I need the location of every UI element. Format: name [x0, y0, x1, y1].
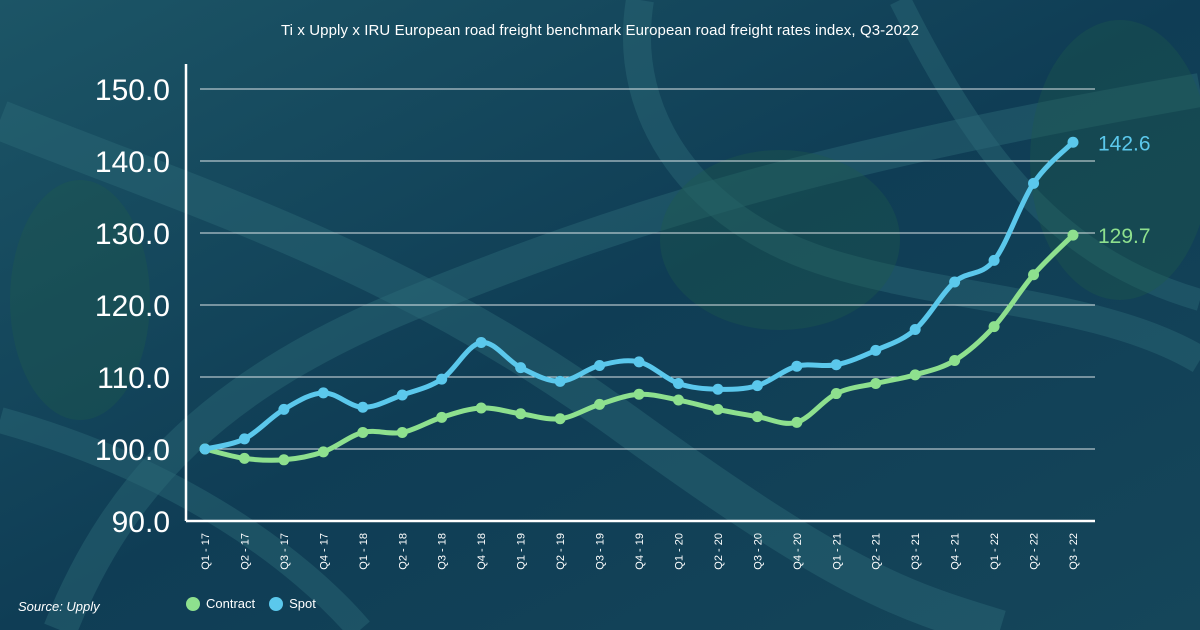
y-tick-label: 140.0	[95, 146, 170, 179]
x-tick-label: Q3 - 20	[752, 533, 764, 570]
x-tick-label: Q2 - 21	[871, 533, 883, 570]
data-point-contract	[396, 426, 408, 438]
data-point-spot	[199, 443, 211, 455]
x-tick-label: Q2 - 20	[713, 533, 725, 570]
x-tick-label: Q4 - 18	[476, 533, 488, 570]
data-point-contract	[830, 388, 842, 400]
data-point-contract	[791, 416, 803, 428]
x-tick-label: Q1 - 17	[200, 533, 212, 570]
data-point-spot	[791, 360, 803, 372]
data-point-contract	[317, 446, 329, 458]
data-point-spot	[870, 344, 882, 356]
data-point-contract	[594, 398, 606, 410]
data-point-spot	[633, 356, 645, 368]
x-tick-label: Q3 - 18	[437, 533, 449, 570]
data-point-spot	[1067, 136, 1079, 148]
data-point-spot	[317, 387, 329, 399]
data-point-spot	[594, 359, 606, 371]
data-point-contract	[870, 377, 882, 389]
series-line-spot	[202, 139, 1076, 452]
data-point-spot	[396, 389, 408, 401]
data-point-spot	[436, 373, 448, 385]
data-point-contract	[751, 411, 763, 423]
legend-item-contract: Contract	[186, 596, 255, 611]
y-tick-label: 120.0	[95, 290, 170, 323]
x-tick-label: Q2 - 19	[555, 533, 567, 570]
y-tick-label: 90.0	[112, 506, 170, 539]
end-label-spot: 142.6	[1098, 132, 1151, 155]
data-point-contract	[436, 411, 448, 423]
x-tick-label: Q3 - 22	[1068, 533, 1080, 570]
legend-swatch-spot	[269, 596, 284, 611]
data-point-contract	[515, 408, 527, 420]
x-tick-label: Q1 - 19	[516, 533, 528, 570]
y-tick-label: 150.0	[95, 74, 170, 107]
data-point-contract	[633, 388, 645, 400]
data-point-contract	[712, 403, 724, 415]
legend-item-spot: Spot	[269, 596, 316, 611]
y-tick-label: 110.0	[97, 362, 170, 395]
data-point-spot	[949, 276, 961, 288]
y-tick-label: 130.0	[95, 218, 170, 251]
data-point-contract	[357, 426, 369, 438]
data-point-contract	[238, 452, 250, 464]
data-point-spot	[238, 433, 250, 445]
x-tick-label: Q2 - 17	[239, 533, 251, 570]
data-point-spot	[1028, 177, 1040, 189]
data-point-spot	[751, 380, 763, 392]
x-tick-label: Q2 - 22	[1029, 533, 1041, 570]
data-point-contract	[909, 369, 921, 381]
data-point-contract	[1028, 269, 1040, 281]
chart-title: Ti x Upply x IRU European road freight b…	[280, 22, 920, 39]
end-label-contract: 129.7	[1098, 225, 1151, 248]
data-point-contract	[988, 321, 1000, 333]
data-point-spot	[357, 401, 369, 413]
data-point-spot	[988, 254, 1000, 266]
x-tick-label: Q4 - 21	[950, 533, 962, 570]
data-point-spot	[475, 336, 487, 348]
data-point-spot	[278, 403, 290, 415]
x-tick-label: Q1 - 22	[989, 533, 1001, 570]
data-point-spot	[830, 359, 842, 371]
x-tick-label: Q1 - 21	[831, 533, 843, 570]
data-point-contract	[554, 413, 566, 425]
series-line-contract	[202, 232, 1076, 463]
legend-swatch-contract	[186, 596, 200, 611]
data-point-contract	[475, 402, 487, 414]
x-tick-label: Q4 - 17	[318, 533, 330, 570]
data-point-contract	[278, 454, 290, 466]
data-point-contract	[1067, 229, 1079, 241]
x-tick-label: Q3 - 21	[910, 533, 922, 570]
x-tick-label: Q1 - 20	[673, 533, 685, 570]
data-point-spot	[515, 362, 527, 374]
legend: Contract Spot	[186, 596, 316, 611]
x-tick-label: Q2 - 18	[397, 533, 409, 570]
legend-label-spot: Spot	[289, 596, 316, 611]
data-point-contract	[949, 354, 961, 366]
x-tick-label: Q3 - 17	[279, 533, 291, 570]
y-tick-label: 100.0	[95, 434, 170, 467]
data-point-spot	[554, 375, 566, 387]
x-tick-label: Q4 - 19	[634, 533, 646, 570]
data-point-spot	[909, 323, 921, 335]
data-point-contract	[672, 394, 684, 406]
legend-label-contract: Contract	[206, 596, 256, 611]
data-point-spot	[672, 377, 684, 389]
x-tick-label: Q4 - 20	[792, 533, 804, 570]
x-tick-label: Q3 - 19	[595, 533, 607, 570]
x-tick-label: Q1 - 18	[358, 533, 370, 570]
data-point-spot	[712, 383, 724, 395]
source-note: Source: Upply	[18, 599, 100, 614]
